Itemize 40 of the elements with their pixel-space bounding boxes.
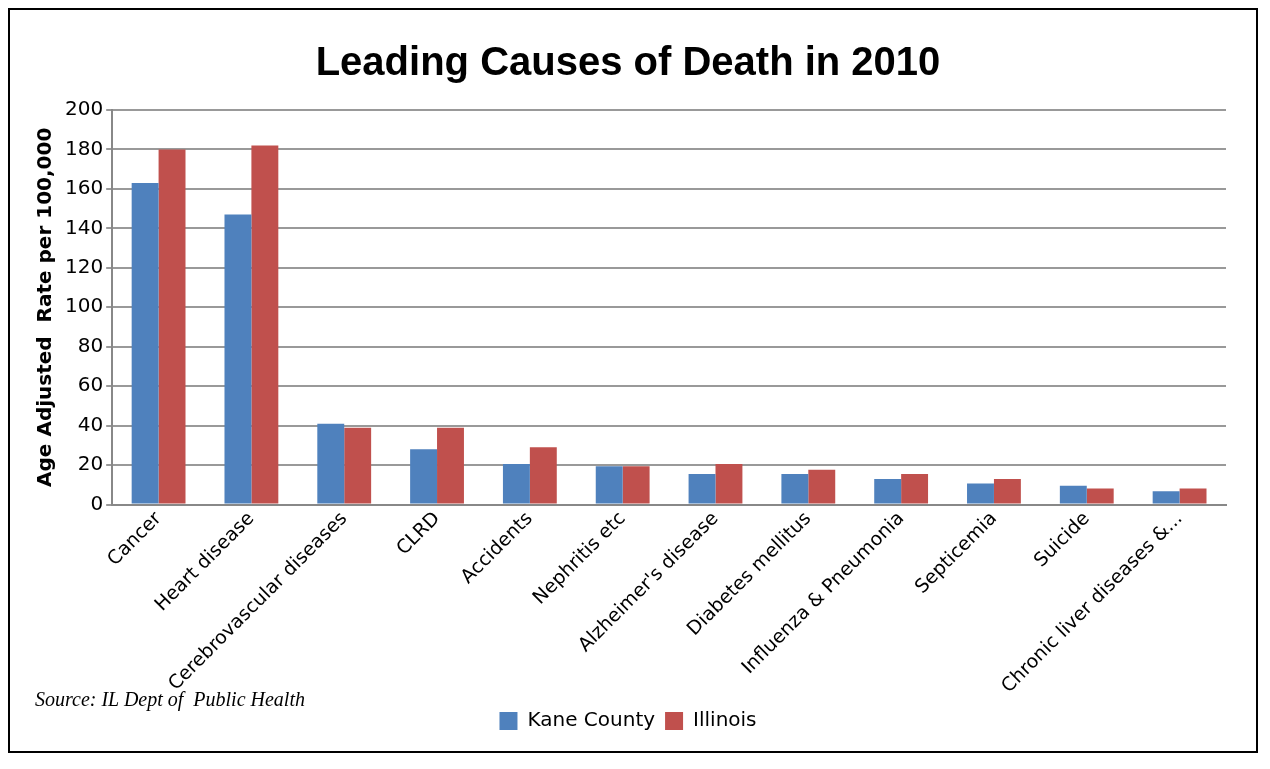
y-tick-label: 20 bbox=[77, 451, 104, 476]
y-tick-label: 0 bbox=[90, 490, 104, 515]
y-tick-label: 160 bbox=[64, 175, 104, 200]
bar bbox=[901, 473, 929, 504]
legend-label: Kane County bbox=[527, 707, 656, 732]
bar bbox=[251, 145, 279, 504]
bar bbox=[1179, 488, 1207, 504]
bar bbox=[344, 427, 372, 504]
y-tick-label: 100 bbox=[64, 293, 104, 318]
bar bbox=[622, 466, 650, 504]
y-axis-title: Age Adjusted Rate per 100,000 bbox=[32, 127, 57, 487]
bar bbox=[1059, 485, 1087, 504]
legend-label: Illinois bbox=[693, 707, 757, 732]
bar bbox=[437, 427, 464, 504]
y-tick-label: 120 bbox=[64, 254, 104, 279]
bar bbox=[808, 469, 836, 504]
bar bbox=[967, 483, 994, 504]
bar bbox=[224, 214, 252, 504]
bar bbox=[502, 463, 530, 504]
bar bbox=[1152, 491, 1180, 504]
y-tick-label: 140 bbox=[64, 214, 104, 239]
bar bbox=[131, 183, 159, 504]
bar bbox=[317, 423, 345, 504]
bar bbox=[1086, 488, 1114, 504]
y-tick-label: 40 bbox=[77, 411, 104, 436]
y-tick-label: 80 bbox=[77, 332, 104, 357]
bar bbox=[993, 478, 1021, 504]
bar bbox=[715, 463, 743, 504]
bar bbox=[688, 473, 716, 504]
chart-title: Leading Causes of Death in 2010 bbox=[315, 39, 941, 84]
bar bbox=[874, 478, 902, 504]
bar bbox=[529, 447, 557, 504]
y-tick-label: 60 bbox=[77, 372, 104, 397]
source-note: Source: IL Dept of Public Health bbox=[35, 688, 305, 711]
bar bbox=[410, 449, 438, 504]
bar bbox=[781, 473, 809, 504]
bar bbox=[595, 466, 623, 504]
y-tick-label: 180 bbox=[64, 135, 104, 160]
bar bbox=[158, 149, 186, 504]
y-tick-label: 200 bbox=[64, 96, 104, 121]
